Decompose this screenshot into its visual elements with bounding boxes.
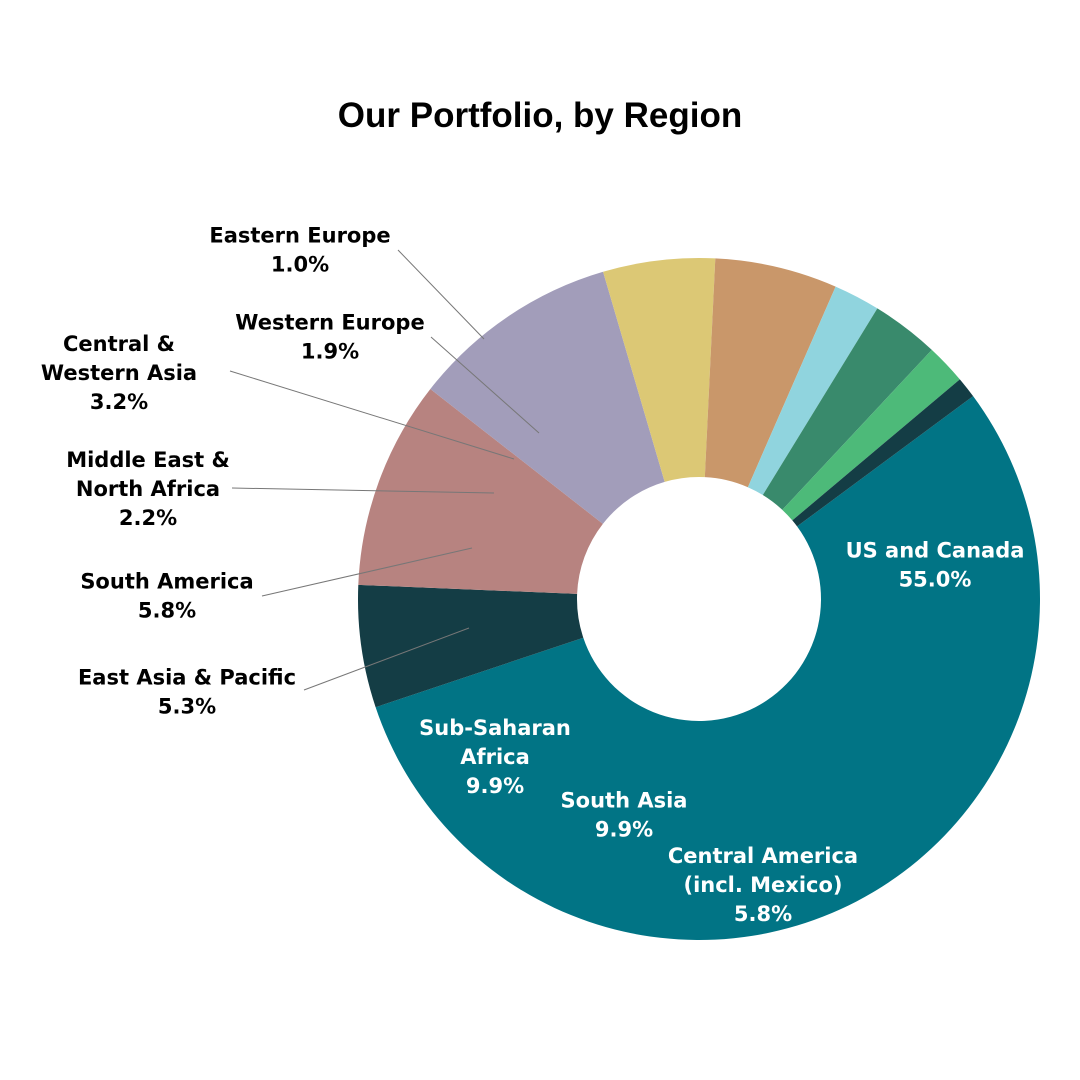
label-central-america-incl-mexico: Central America (incl. Mexico) 5.8% bbox=[668, 844, 858, 926]
slice-eastern-europe bbox=[792, 379, 974, 527]
name-label-us-and-canada: US and Canada bbox=[846, 539, 1025, 563]
name-label-central-america-incl-mexico: Central America bbox=[668, 844, 858, 868]
name-label-sub-saharan-africa: Africa bbox=[460, 745, 530, 769]
leader-line-east-asia-pacific bbox=[303, 627, 470, 691]
label-eastern-europe: Eastern Europe 1.0% bbox=[209, 224, 390, 277]
value-label-middle-east-north-africa: 2.2% bbox=[119, 506, 177, 530]
name-label-middle-east-north-africa: North Africa bbox=[76, 477, 220, 501]
slice-us-and-canada bbox=[375, 396, 1040, 941]
label-middle-east-north-africa: Middle East & North Africa 2.2% bbox=[66, 448, 230, 530]
slice-western-europe bbox=[782, 349, 960, 521]
label-western-europe: Western Europe 1.9% bbox=[235, 311, 424, 364]
label-central-western-asia: Central & Western Asia 3.2% bbox=[41, 332, 197, 414]
value-label-sub-saharan-africa: 9.9% bbox=[466, 774, 524, 798]
slice-central-america-incl-mexico bbox=[358, 584, 584, 708]
value-label-central-western-asia: 3.2% bbox=[90, 390, 148, 414]
name-label-south-america: South America bbox=[80, 570, 253, 594]
leader-line-middle-east-north-africa bbox=[231, 487, 495, 494]
value-label-us-and-canada: 55.0% bbox=[899, 568, 972, 592]
name-label-east-asia-pacific: East Asia & Pacific bbox=[78, 666, 296, 690]
leader-line-south-america bbox=[261, 547, 473, 597]
value-label-east-asia-pacific: 5.3% bbox=[158, 695, 216, 719]
leader-line-western-europe bbox=[430, 336, 540, 434]
value-label-eastern-europe: 1.0% bbox=[271, 253, 329, 277]
label-east-asia-pacific: East Asia & Pacific 5.3% bbox=[78, 666, 296, 719]
value-label-western-europe: 1.9% bbox=[301, 340, 359, 364]
slice-middle-east-north-africa bbox=[747, 286, 878, 496]
leader-line-eastern-europe bbox=[397, 249, 485, 340]
label-us-and-canada: US and Canada 55.0% bbox=[846, 539, 1025, 592]
value-label-south-america: 5.8% bbox=[138, 599, 196, 623]
value-label-central-america-incl-mexico: 5.8% bbox=[734, 902, 792, 926]
chart-title: Our Portfolio, by Region bbox=[337, 96, 743, 135]
name-label-sub-saharan-africa: Sub-Saharan bbox=[419, 716, 571, 740]
slice-east-asia-pacific bbox=[603, 258, 716, 482]
slice-sub-saharan-africa bbox=[430, 271, 665, 524]
label-sub-saharan-africa: Sub-Saharan Africa 9.9% bbox=[419, 716, 571, 798]
slice-south-asia bbox=[358, 388, 603, 594]
name-label-western-europe: Western Europe bbox=[235, 311, 424, 335]
slice-central-western-asia bbox=[762, 308, 932, 510]
name-label-central-western-asia: Central & bbox=[63, 332, 175, 356]
label-south-america: South America 5.8% bbox=[80, 570, 253, 623]
slice-south-america bbox=[704, 258, 836, 488]
name-label-middle-east-north-africa: Middle East & bbox=[66, 448, 230, 472]
name-label-central-america-incl-mexico: (incl. Mexico) bbox=[683, 873, 842, 897]
name-label-central-western-asia: Western Asia bbox=[41, 361, 197, 385]
value-label-south-asia: 9.9% bbox=[595, 818, 653, 842]
name-label-south-asia: South Asia bbox=[561, 789, 688, 813]
name-label-eastern-europe: Eastern Europe bbox=[209, 224, 390, 248]
leader-line-central-western-asia bbox=[229, 370, 515, 460]
label-south-asia: South Asia 9.9% bbox=[561, 789, 688, 842]
